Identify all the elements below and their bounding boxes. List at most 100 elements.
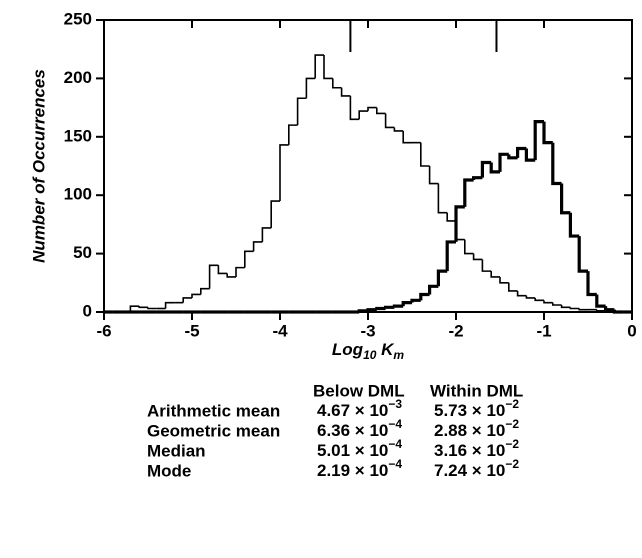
histogram-step bbox=[612, 309, 624, 314]
histogram-step bbox=[357, 309, 368, 313]
cell-base: 3.16 × 10 bbox=[434, 441, 505, 460]
histogram-step bbox=[499, 276, 509, 284]
histogram-step bbox=[279, 144, 289, 202]
histogram-step bbox=[314, 54, 324, 79]
histogram-step bbox=[490, 271, 500, 278]
histogram-step bbox=[288, 124, 298, 145]
cell-base: 4.67 × 10 bbox=[317, 401, 388, 420]
histogram-step bbox=[191, 293, 201, 298]
histogram-step bbox=[323, 55, 333, 80]
histogram-step bbox=[472, 253, 483, 261]
x-tick-label: -6 bbox=[96, 321, 111, 340]
histogram-step bbox=[147, 307, 157, 310]
histogram-step bbox=[401, 301, 412, 307]
histogram-step bbox=[534, 297, 544, 302]
histogram-step bbox=[595, 294, 606, 308]
histogram-step bbox=[464, 239, 474, 255]
histogram-step bbox=[481, 259, 492, 272]
histogram-step bbox=[164, 301, 175, 309]
histogram-step bbox=[129, 305, 140, 312]
histogram-step bbox=[524, 148, 536, 162]
histogram-step bbox=[446, 212, 456, 222]
histogram-step bbox=[419, 292, 430, 301]
histogram-step bbox=[508, 282, 518, 292]
y-tick-label: 200 bbox=[64, 68, 92, 87]
x-label-part: m bbox=[393, 348, 404, 362]
cell-base: 6.36 × 10 bbox=[317, 421, 388, 440]
cell-base: 2.88 × 10 bbox=[434, 421, 505, 440]
y-tick-label: 150 bbox=[64, 126, 92, 145]
histogram-step bbox=[489, 162, 500, 174]
histogram-step bbox=[138, 306, 148, 309]
histogram-step bbox=[516, 290, 527, 297]
histogram-step bbox=[340, 87, 351, 97]
cell-exponent: −2 bbox=[505, 437, 519, 451]
histogram-step bbox=[525, 295, 536, 299]
histogram-step bbox=[569, 307, 580, 310]
x-tick-label: -3 bbox=[360, 321, 375, 340]
histogram-step bbox=[305, 77, 316, 99]
histogram-step bbox=[586, 271, 597, 297]
histogram-step bbox=[498, 152, 509, 172]
y-tick-label: 0 bbox=[83, 301, 92, 320]
table-cell: 6.36 × 10−4 bbox=[317, 417, 402, 440]
histogram-step bbox=[472, 176, 483, 181]
histogram-step bbox=[577, 236, 588, 273]
histogram-step bbox=[596, 309, 606, 312]
table-cell: 2.19 × 10−4 bbox=[317, 457, 402, 480]
histogram-step bbox=[543, 300, 553, 304]
cell-exponent: −2 bbox=[505, 397, 519, 411]
histogram-step bbox=[217, 265, 228, 275]
table-header: Below DML bbox=[313, 381, 405, 400]
histogram-step bbox=[542, 121, 553, 145]
histogram-step bbox=[560, 304, 571, 309]
x-label-part: Log bbox=[332, 340, 364, 359]
histogram-step bbox=[384, 305, 395, 309]
table-cell: 4.67 × 10−3 bbox=[317, 397, 402, 420]
histogram-step bbox=[252, 241, 263, 252]
table-cell: 3.16 × 10−2 bbox=[434, 437, 519, 460]
histogram-step bbox=[367, 106, 377, 112]
y-axis-label: Number of Occurrences bbox=[29, 69, 48, 263]
histogram-step bbox=[208, 264, 219, 289]
y-tick-label: 50 bbox=[73, 243, 92, 262]
histogram-step bbox=[516, 146, 527, 158]
histogram-step bbox=[244, 250, 254, 268]
cell-base: 5.01 × 10 bbox=[317, 441, 388, 460]
histogram-step bbox=[428, 284, 439, 295]
cell-base: 2.19 × 10 bbox=[317, 461, 388, 480]
histogram-step bbox=[420, 142, 430, 167]
histogram-step bbox=[235, 266, 245, 277]
table-cell: 5.01 × 10−4 bbox=[317, 437, 402, 460]
histogram-step bbox=[375, 306, 386, 311]
histogram-step bbox=[428, 166, 439, 185]
histogram-step bbox=[560, 183, 571, 215]
cell-exponent: −4 bbox=[388, 457, 402, 471]
cell-exponent: −4 bbox=[388, 417, 402, 431]
histogram-step bbox=[568, 212, 580, 238]
x-tick-label: -4 bbox=[272, 321, 288, 340]
histogram-step bbox=[349, 95, 360, 121]
table-cell: 2.88 × 10−2 bbox=[434, 417, 519, 440]
x-tick-label: -2 bbox=[448, 321, 463, 340]
histogram-step bbox=[358, 110, 368, 120]
histogram-step bbox=[226, 273, 236, 278]
row-label: Arithmetic mean bbox=[147, 401, 280, 420]
histogram-step bbox=[507, 154, 518, 160]
histogram-step bbox=[463, 178, 474, 207]
x-label-part: 10 bbox=[363, 348, 377, 362]
histogram-step bbox=[533, 120, 544, 161]
histogram-step bbox=[270, 200, 280, 228]
cell-exponent: −2 bbox=[505, 457, 519, 471]
cell-exponent: −3 bbox=[388, 397, 402, 411]
y-tick-label: 250 bbox=[64, 9, 92, 28]
histogram-step bbox=[551, 142, 562, 186]
x-tick-label: -1 bbox=[536, 321, 551, 340]
histogram-step bbox=[402, 130, 412, 144]
histogram-step bbox=[392, 304, 404, 308]
row-label: Geometric mean bbox=[147, 421, 280, 440]
histogram-step bbox=[376, 107, 386, 115]
cell-exponent: −2 bbox=[505, 417, 519, 431]
histogram-step bbox=[384, 113, 395, 129]
